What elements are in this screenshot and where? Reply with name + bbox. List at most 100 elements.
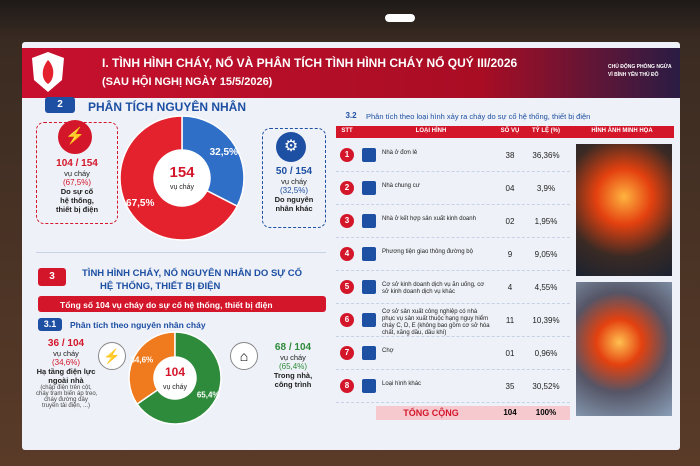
row-number: 4 (340, 247, 354, 261)
row-count: 38 (505, 151, 515, 160)
table-row: 3 Nhà ở kết hợp sản xuất kinh doanh 02 1,95… (336, 206, 570, 238)
center-value: 104 (165, 365, 185, 379)
total-count: 104 (503, 408, 517, 417)
note-line: truyền tải điện, ...) (41, 403, 91, 409)
row-count: 11 (505, 316, 515, 325)
row-count: 35 (505, 382, 515, 391)
value-label: 67,5% (126, 198, 154, 209)
ceiling-light (385, 14, 415, 22)
label-line: công trình (274, 380, 312, 389)
row-label: Phương tiện giao thông đường bộ (382, 249, 473, 255)
total-label: TỔNG CỘNG (403, 408, 459, 418)
row-percent: 30,52% (532, 382, 560, 391)
label-line: Do sự cố (60, 187, 94, 196)
row-label: Nhà ở kết hợp sản xuất kinh doanh (382, 216, 476, 222)
banner-text: Tổng số 104 vụ cháy do sự cố hệ thống, t… (60, 300, 273, 310)
row-count: 04 (505, 184, 515, 193)
photo-fire-pole (576, 282, 672, 416)
label-line: hệ thống, (60, 196, 94, 205)
row-icon (362, 313, 376, 327)
sub-title: Phân tích theo nguyên nhân cháy (70, 320, 206, 330)
row-percent: 36,36% (532, 151, 560, 160)
table-row: 6 Cơ sở sản xuất công nghiệp có nhà phục … (336, 305, 570, 337)
row-percent: 0,96% (534, 349, 558, 358)
row-percent: 9,05% (534, 250, 558, 259)
percent: (67,5%) (62, 178, 91, 187)
value-label: 65,4% (197, 391, 220, 400)
column-header: SỐ VỤ (500, 128, 520, 134)
count: 104 / 154 (56, 158, 98, 169)
row-count: 4 (507, 283, 513, 292)
label-line: Do nguyên (274, 195, 314, 204)
label-line: thiết bị điện (55, 205, 99, 214)
note-line: cháy trạm biến áp treo, (36, 391, 98, 397)
photo-fire-house (576, 144, 672, 276)
row-number: 3 (340, 214, 354, 228)
count: 36 / 104 (47, 338, 85, 349)
sub-number: 3.1 (38, 318, 62, 331)
column-header: TỶ LỆ (%) (532, 128, 560, 134)
section-title: HỆ THỐNG, THIẾT BỊ ĐIỆN (100, 281, 221, 292)
section-title: PHÂN TÍCH NGUYÊN NHÂN (88, 100, 247, 114)
unit: vụ cháy (281, 177, 307, 186)
row-number: 7 (340, 346, 354, 360)
table-row: 7 Chợ 01 0,96% (336, 338, 570, 370)
count: 50 / 154 (275, 166, 313, 177)
row-number: 1 (340, 148, 354, 162)
row-percent: 4,55% (534, 283, 558, 292)
row-icon (362, 379, 376, 393)
section-number: 3 (38, 268, 66, 286)
percent: (32,5%) (279, 186, 308, 195)
row-icon (362, 346, 376, 360)
column-header: STT (341, 128, 353, 134)
row-number: 6 (340, 313, 354, 327)
sub-number: 3.2 (345, 111, 357, 120)
column-header: HÌNH ẢNH MINH HỌA (591, 128, 653, 134)
row-label: Cơ sở sản xuất công nghiệp có nhà phục v… (382, 309, 490, 336)
row-icon (362, 280, 376, 294)
table-header: STT LOẠI HÌNH SỐ VỤ TỶ LỆ (%) HÌNH ẢNH MINH … (336, 126, 674, 138)
donut-hole (154, 357, 196, 399)
note-line: cháy đường dây (44, 397, 88, 403)
table-total: TỔNG CỘNG 104 100% (376, 406, 570, 420)
callout (262, 128, 326, 228)
center-unit: vụ cháy (163, 384, 188, 391)
row-count: 02 (505, 217, 515, 226)
row-percent: 3,9% (536, 184, 556, 193)
center-unit: vụ cháy (170, 184, 195, 191)
column-header: LOẠI HÌNH (415, 128, 447, 134)
table-row: 2 Nhà chung cư 04 3,9% (336, 173, 570, 205)
row-count: 01 (505, 349, 515, 358)
label-line: ngoài nhà (48, 376, 84, 385)
row-icon (362, 148, 376, 162)
table-row: 4 Phương tiện giao thông đường bộ 9 9,05% (336, 239, 570, 271)
logo (32, 52, 64, 92)
label-line: nhân khác (275, 204, 313, 213)
row-percent: 1,95% (534, 217, 558, 226)
row-number: 5 (340, 280, 354, 294)
header-band (22, 48, 680, 98)
row-icon (362, 247, 376, 261)
table-row: 8 Loại hình khác 35 30,52% (336, 371, 570, 403)
unit: vụ cháy (64, 169, 90, 178)
donut-hole (154, 150, 210, 206)
row-label: Loại hình khác (382, 381, 422, 387)
center-value: 154 (169, 164, 195, 181)
row-label: Nhà ở đơn lẻ (382, 150, 418, 156)
divider (36, 252, 326, 253)
icon-house: ⌂ (230, 342, 258, 370)
slogan: CHỦ ĐỘNG PHÒNG NGỪA (608, 64, 672, 70)
row-label: Nhà chung cư (382, 183, 420, 189)
percent: (34,6%) (51, 358, 80, 367)
unit: vụ cháy (280, 353, 306, 362)
value-label: 34,6% (130, 356, 153, 365)
donut-slice (128, 331, 176, 406)
icon-gear: ⚙ (276, 132, 306, 162)
percent: (65,4%) (278, 362, 307, 371)
icon-pole: ⚡ (98, 342, 126, 370)
banner (38, 296, 326, 312)
slogan: VÌ BÌNH YÊN THỦ ĐÔ (608, 72, 659, 78)
header-title: I. TÌNH HÌNH CHÁY, NỔ VÀ PHÂN TÍCH TÌNH … (102, 56, 518, 70)
section-number: 2 (45, 97, 75, 113)
